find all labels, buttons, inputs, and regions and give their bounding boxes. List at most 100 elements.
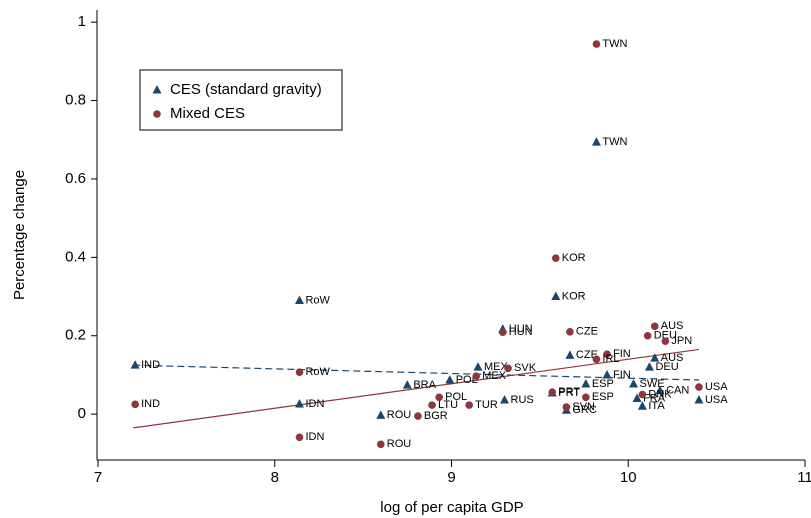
circle-point <box>643 331 652 340</box>
circle-point <box>295 368 304 376</box>
triangle-point <box>130 360 140 369</box>
circle-point <box>661 337 670 346</box>
circle-point <box>638 390 647 399</box>
point-label: KOR <box>562 252 586 264</box>
y-tick-label: 0.4 <box>65 248 86 265</box>
circle-point <box>131 400 139 409</box>
point-label: MEX <box>482 370 507 382</box>
y-tick-label: 0.6 <box>65 170 86 187</box>
circle-point <box>504 364 512 373</box>
circle-point <box>465 401 473 409</box>
x-axis-label: log of per capita GDP <box>380 499 523 516</box>
x-tick-label: 11 <box>797 469 811 486</box>
point-label: PRT <box>558 386 580 398</box>
point-label: USA <box>705 394 728 406</box>
point-label: CZE <box>576 326 598 338</box>
x-tick-label: 10 <box>620 469 637 486</box>
point-label: POL <box>445 391 467 403</box>
point-label: CAN <box>666 385 689 397</box>
triangle-point <box>294 295 304 304</box>
circle-point <box>295 433 304 442</box>
point-label: JPN <box>671 335 692 347</box>
point-label: DEU <box>654 330 677 342</box>
triangle-point <box>376 410 386 419</box>
legend-label: CES (standard gravity) <box>170 81 322 98</box>
point-label: SVK <box>514 362 537 374</box>
point-label: LTU <box>438 399 458 411</box>
point-label: MEX <box>484 361 509 373</box>
point-label: SWE <box>640 378 665 390</box>
circle-point <box>566 328 574 336</box>
triangle-point <box>650 353 660 362</box>
triangle-point <box>655 385 665 395</box>
point-label: FRA <box>643 392 666 404</box>
circle-point <box>592 40 601 48</box>
point-label: POL <box>456 374 478 386</box>
point-label: AUS <box>661 352 684 364</box>
point-label: IRL <box>602 353 619 365</box>
point-label: TWN <box>602 136 627 148</box>
circle-point <box>435 393 443 402</box>
point-label: AUS <box>661 320 684 332</box>
y-tick-label: 0 <box>78 405 86 422</box>
point-label: IND <box>141 398 160 410</box>
point-label: DNK <box>648 388 672 400</box>
triangle-point <box>565 350 575 359</box>
triangle-point <box>473 362 483 371</box>
point-label: PRT <box>558 387 580 399</box>
point-label: ITA <box>648 400 665 412</box>
circle-point <box>377 440 385 449</box>
triangle-point <box>694 395 704 404</box>
point-label: SVN <box>572 401 595 413</box>
legend-label: Mixed CES <box>170 105 245 122</box>
x-tick-label: 9 <box>447 469 455 486</box>
point-label: BGR <box>424 410 448 422</box>
point-label: IND <box>141 359 160 371</box>
point-label: FIN <box>613 369 631 381</box>
point-label: IDN <box>305 431 324 443</box>
point-label: RUS <box>511 394 534 406</box>
circle-point <box>592 355 601 364</box>
triangle-point <box>500 395 510 404</box>
circle-point <box>414 412 422 420</box>
y-tick-label: 1 <box>78 13 86 30</box>
point-label: BRA <box>413 379 436 391</box>
triangle-point <box>629 378 639 388</box>
circle-point <box>428 401 436 409</box>
point-label: ESP <box>592 378 614 390</box>
point-label: KOR <box>562 290 586 302</box>
point-label: HUN <box>509 326 533 338</box>
point-label: GRC <box>572 404 597 416</box>
point-label: DEU <box>655 361 678 373</box>
fit-line <box>133 364 699 381</box>
circle-point <box>603 350 611 358</box>
triangle-point <box>445 375 455 384</box>
circle-point <box>562 403 571 411</box>
y-axis-label: Percentage change <box>11 170 28 300</box>
point-label: CZE <box>576 349 598 361</box>
circle-point <box>582 393 590 402</box>
triangle-point <box>644 362 654 371</box>
point-label: TWN <box>602 38 627 50</box>
circle-point <box>153 110 161 118</box>
point-label: TUR <box>475 399 498 411</box>
legend-box <box>139 69 343 131</box>
fit-line <box>133 348 700 429</box>
circle-point <box>548 388 557 396</box>
circle-point <box>695 383 703 391</box>
triangle-point <box>402 380 412 389</box>
point-label: RoW <box>305 294 330 306</box>
triangle-point <box>581 378 591 388</box>
triangle-point <box>551 291 561 301</box>
y-tick-label: 0.2 <box>65 327 86 344</box>
y-tick-label: 0.8 <box>65 92 86 109</box>
x-tick-label: 7 <box>94 469 102 486</box>
point-label: HUN <box>509 323 533 335</box>
point-label: ROU <box>387 438 412 450</box>
circle-point <box>498 328 507 337</box>
triangle-point <box>294 398 304 408</box>
x-tick-label: 8 <box>271 469 279 486</box>
triangle-point <box>152 85 162 94</box>
triangle-point <box>602 369 612 379</box>
